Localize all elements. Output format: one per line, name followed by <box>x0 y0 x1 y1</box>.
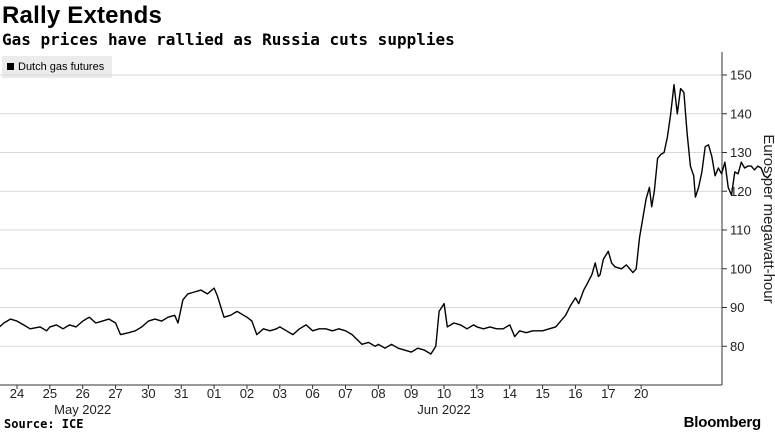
x-tick-label: 30 <box>141 386 155 401</box>
legend-swatch <box>7 63 14 70</box>
x-tick-label: 27 <box>108 386 122 401</box>
month-label: Jun 2022 <box>417 402 471 417</box>
y-tick-label: 140 <box>730 106 752 121</box>
x-tick-label: 31 <box>174 386 188 401</box>
x-tick-label: 17 <box>601 386 615 401</box>
x-tick-label: 16 <box>568 386 582 401</box>
source-note: Source: ICE <box>4 417 84 431</box>
y-tick-label: 100 <box>730 261 752 276</box>
y-axis-label: Euros per megawatt-hour <box>760 134 775 303</box>
chart-title: Rally Extends <box>2 2 162 29</box>
x-tick-label: 20 <box>634 386 648 401</box>
x-tick-label: 26 <box>75 386 89 401</box>
x-tick-label: 06 <box>305 386 319 401</box>
chart-subtitle: Gas prices have rallied as Russia cuts s… <box>2 30 455 49</box>
y-tick-label: 110 <box>730 223 751 238</box>
x-tick-label: 01 <box>207 386 221 401</box>
gridlines <box>0 74 722 347</box>
x-tick-label: 03 <box>273 386 287 401</box>
series-line-dutch-gas-futures <box>0 84 772 355</box>
x-tick-label: 08 <box>371 386 385 401</box>
series-group <box>0 84 772 355</box>
x-tick-label: 02 <box>240 386 254 401</box>
x-tick-label: 15 <box>535 386 549 401</box>
x-tick-label: 09 <box>404 386 418 401</box>
legend-label: Dutch gas futures <box>18 61 105 73</box>
x-tick-label: 07 <box>338 386 352 401</box>
x-tick-label: 24 <box>10 386 24 401</box>
axes <box>0 52 727 389</box>
y-tick-label: 80 <box>730 339 744 354</box>
legend: Dutch gas futures <box>2 56 113 78</box>
y-tick-label: 130 <box>730 145 752 160</box>
y-tick-label: 150 <box>730 68 752 83</box>
x-tick-label: 25 <box>43 386 57 401</box>
month-label: May 2022 <box>54 402 111 417</box>
x-tick-label: 10 <box>437 386 451 401</box>
x-tick-label: 13 <box>470 386 484 401</box>
bloomberg-logo: Bloomberg <box>683 414 762 431</box>
y-tick-label: 90 <box>730 300 744 315</box>
y-tick-label: 120 <box>730 184 752 199</box>
tick-labels: 80 90 100 110 120 130 140 150 24 25 26 27 30 31 01 02 03… <box>10 68 775 418</box>
x-tick-label: 14 <box>503 386 517 401</box>
